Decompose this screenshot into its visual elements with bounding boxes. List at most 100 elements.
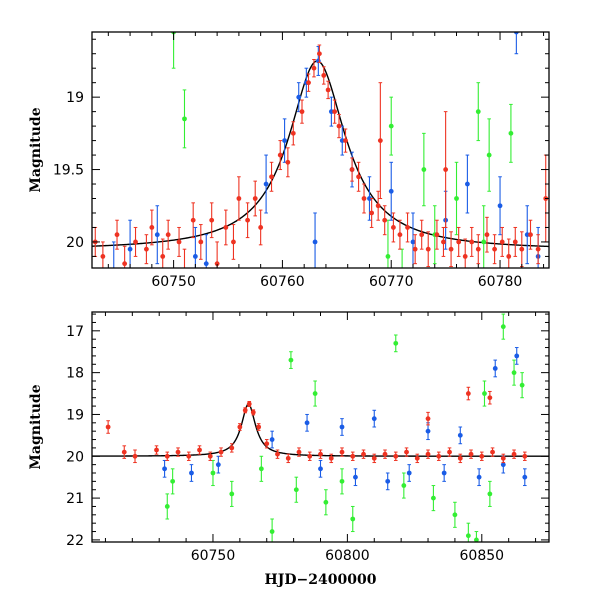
green-series	[164, 313, 525, 542]
data-point	[282, 118, 287, 163]
data-point	[264, 439, 270, 449]
data-point	[474, 531, 479, 542]
data-point	[371, 453, 377, 464]
data-point	[288, 351, 294, 369]
data-point	[500, 453, 506, 464]
data-point	[198, 224, 204, 260]
data-point	[277, 140, 283, 171]
data-point	[339, 447, 345, 457]
data-point	[328, 453, 334, 464]
data-point	[419, 219, 425, 250]
data-point	[197, 445, 202, 455]
data-point	[242, 407, 248, 414]
data-point	[237, 423, 243, 431]
data-point	[512, 226, 518, 257]
data-point	[456, 226, 462, 257]
data-point	[350, 451, 356, 461]
x-tick-label: 60770	[369, 274, 414, 290]
data-point	[285, 453, 291, 464]
data-point	[452, 501, 458, 528]
data-point	[401, 472, 407, 499]
data-point	[312, 212, 318, 268]
data-point	[275, 449, 280, 459]
data-point	[190, 202, 196, 239]
data-point	[468, 449, 474, 459]
plot-area	[92, 32, 549, 268]
data-point	[511, 449, 517, 459]
data-point	[256, 423, 262, 431]
top-panel: 60750 60760 60770 60780 19 19.5 20 Magnitude	[28, 31, 550, 290]
data-point	[522, 451, 528, 461]
data-point	[293, 476, 299, 503]
data-point	[393, 451, 399, 461]
data-point	[391, 212, 396, 243]
data-point	[296, 82, 302, 113]
data-point	[425, 411, 431, 426]
data-point	[482, 380, 487, 407]
data-point	[296, 447, 302, 457]
data-point	[479, 451, 485, 461]
data-point	[361, 183, 367, 214]
data-point	[299, 99, 305, 124]
data-point	[481, 205, 487, 268]
data-point	[476, 468, 482, 487]
data-point	[519, 231, 525, 268]
data-point	[162, 459, 167, 478]
data-point	[500, 313, 506, 340]
plot-area	[92, 313, 549, 542]
y-tick-label: 21	[66, 491, 84, 507]
data-point	[290, 121, 296, 146]
y-axis-label: Magnitude	[28, 107, 44, 192]
data-point	[447, 447, 452, 457]
y-tick-label: 20	[66, 449, 84, 465]
data-point	[218, 447, 224, 457]
y-axis-label: Magnitude	[28, 384, 44, 469]
data-point	[223, 209, 229, 246]
data-point	[475, 234, 481, 265]
data-point	[311, 59, 317, 78]
data-point	[306, 73, 311, 92]
data-point	[269, 430, 275, 449]
data-point	[371, 409, 377, 428]
data-point	[317, 44, 322, 63]
y-tick-label: 19	[66, 90, 84, 106]
data-point	[410, 212, 416, 268]
data-point	[421, 132, 427, 207]
data-point	[312, 380, 318, 407]
data-point	[487, 390, 493, 405]
blue-series	[162, 347, 528, 491]
data-point	[490, 447, 495, 457]
data-point	[375, 190, 381, 221]
red-series	[92, 44, 549, 268]
data-point	[207, 451, 213, 461]
data-point	[127, 219, 133, 268]
data-point	[522, 468, 528, 487]
data-point	[149, 209, 155, 246]
data-point	[325, 80, 331, 100]
x-tick-label: 60750	[191, 548, 236, 564]
data-point	[339, 468, 345, 495]
data-point	[457, 426, 463, 445]
data-point	[431, 485, 436, 512]
x-tick-label: 60760	[260, 274, 305, 290]
data-point	[511, 359, 517, 386]
data-point	[441, 226, 446, 257]
data-point	[448, 231, 454, 268]
y-tick-label: 17	[66, 324, 84, 340]
data-point	[132, 449, 138, 464]
plot-frame	[91, 311, 550, 543]
data-point	[457, 453, 463, 464]
data-point	[336, 114, 342, 139]
data-point	[269, 161, 274, 192]
data-point	[154, 205, 160, 265]
data-point	[252, 180, 258, 217]
data-point	[393, 334, 399, 353]
plot-frame	[91, 31, 550, 269]
green-series	[171, 32, 514, 268]
data-point	[182, 89, 187, 149]
data-point	[361, 449, 366, 459]
data-point	[215, 455, 221, 474]
data-point	[133, 226, 138, 257]
data-point	[441, 464, 447, 482]
y-tick-label: 20	[66, 235, 84, 251]
